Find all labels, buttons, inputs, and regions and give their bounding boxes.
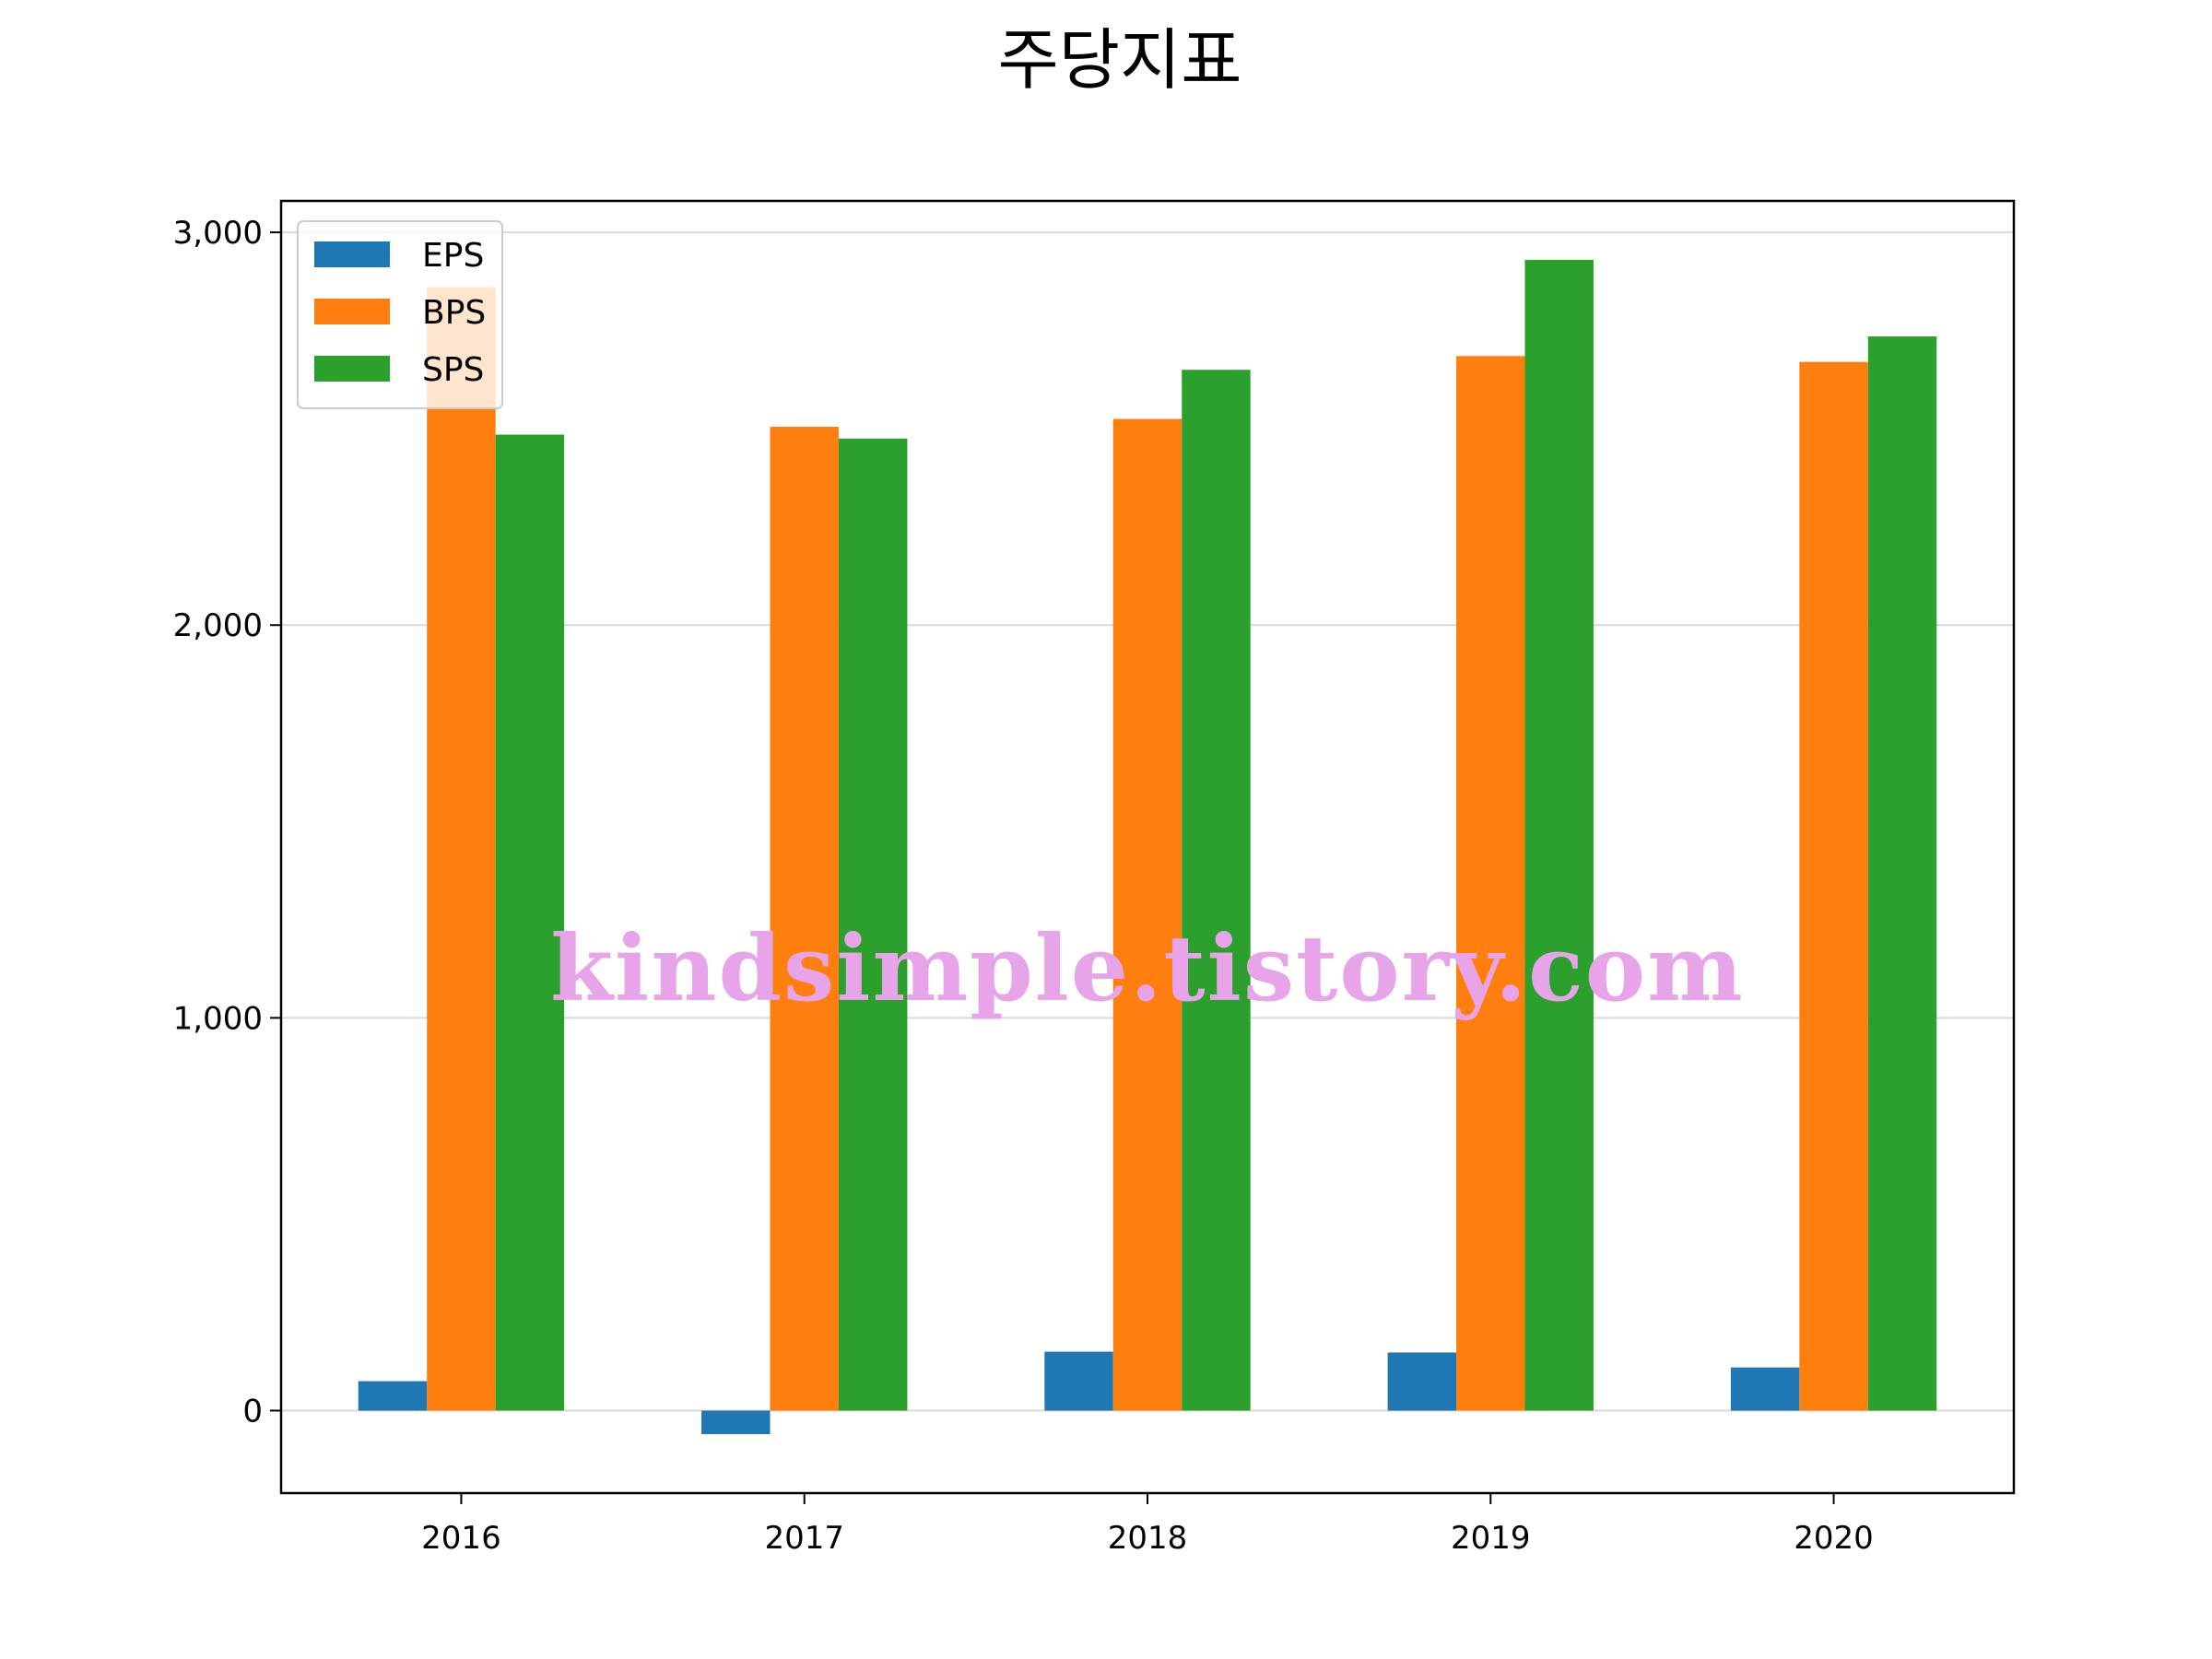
bar-bps-2018 (1112, 418, 1182, 1411)
x-tick-label: 2017 (764, 1520, 844, 1557)
x-axis: 2016 2017 2018 2019 2020 (421, 1493, 1874, 1557)
bar-sps-2018 (1182, 370, 1251, 1411)
y-tick-label: 1,000 (173, 1000, 263, 1037)
x-tick-label: 2020 (1794, 1520, 1874, 1557)
bar-sps-2020 (1867, 336, 1937, 1411)
x-tick-label: 2019 (1451, 1520, 1531, 1557)
watermark: kindsimple.tistory.com (550, 916, 1745, 1022)
legend-swatch-sps (314, 356, 390, 382)
bar-eps-2019 (1387, 1352, 1457, 1411)
legend-swatch-bps (314, 299, 390, 324)
bar-sps-2016 (495, 434, 565, 1411)
legend: EPS BPS SPS (297, 220, 503, 409)
bar-eps-2018 (1044, 1351, 1113, 1411)
chart-title: 주당지표 (998, 21, 1242, 99)
legend-label-eps: EPS (422, 237, 484, 275)
legend-label-bps: BPS (422, 294, 486, 332)
bar-bps-2020 (1799, 361, 1868, 1411)
x-tick-label: 2016 (421, 1520, 501, 1557)
bar-bps-2019 (1456, 356, 1525, 1411)
x-tick-label: 2018 (1108, 1520, 1188, 1557)
y-tick-label: 2,000 (173, 607, 263, 644)
y-tick-label: 0 (242, 1394, 263, 1430)
bar-sps-2019 (1524, 259, 1594, 1411)
bar-eps-2017 (701, 1410, 771, 1435)
bar-eps-2016 (358, 1381, 428, 1411)
y-axis: 0 1,000 2,000 3,000 (173, 215, 281, 1430)
bar-sps-2017 (838, 438, 908, 1411)
y-tick-label: 3,000 (173, 215, 263, 252)
legend-swatch-eps (314, 241, 390, 267)
bar-bps-2016 (427, 287, 496, 1411)
bar-eps-2020 (1730, 1367, 1800, 1411)
legend-label-sps: SPS (422, 351, 484, 389)
bar-bps-2017 (770, 427, 839, 1411)
bars (358, 259, 1937, 1435)
